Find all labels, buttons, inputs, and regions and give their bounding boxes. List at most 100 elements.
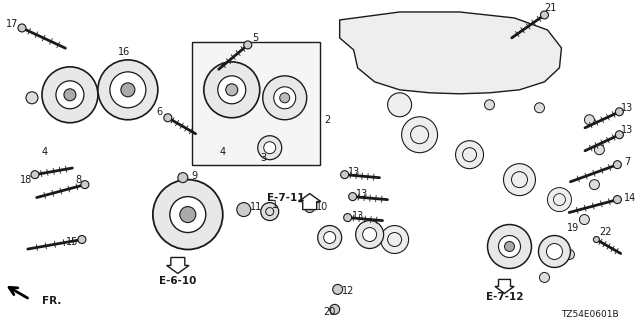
- Circle shape: [178, 173, 188, 183]
- Text: 13: 13: [348, 167, 360, 177]
- Circle shape: [534, 103, 545, 113]
- Circle shape: [263, 76, 307, 120]
- Circle shape: [484, 100, 495, 110]
- Circle shape: [381, 226, 408, 253]
- Polygon shape: [166, 258, 189, 274]
- Polygon shape: [495, 279, 514, 293]
- Circle shape: [595, 145, 604, 155]
- Text: 12: 12: [342, 286, 354, 296]
- Text: 7: 7: [625, 157, 630, 167]
- Circle shape: [258, 136, 282, 160]
- Circle shape: [81, 180, 89, 188]
- Polygon shape: [315, 8, 621, 312]
- Bar: [112, 175, 240, 258]
- Circle shape: [237, 203, 251, 217]
- Circle shape: [317, 226, 342, 250]
- Text: 15: 15: [65, 236, 78, 246]
- Circle shape: [488, 225, 531, 268]
- Circle shape: [260, 203, 279, 220]
- Circle shape: [264, 142, 276, 154]
- Circle shape: [98, 60, 158, 120]
- Text: 4: 4: [220, 147, 226, 157]
- Circle shape: [504, 242, 515, 252]
- Text: 14: 14: [625, 193, 637, 203]
- Polygon shape: [298, 194, 321, 210]
- Text: 11: 11: [250, 202, 262, 212]
- Circle shape: [64, 89, 76, 101]
- Text: 3: 3: [260, 153, 267, 163]
- Circle shape: [540, 11, 548, 19]
- Circle shape: [218, 76, 246, 104]
- Text: E-7-11: E-7-11: [268, 193, 305, 203]
- Text: 13: 13: [621, 125, 634, 135]
- Circle shape: [305, 203, 315, 212]
- Circle shape: [333, 284, 342, 294]
- Circle shape: [344, 213, 351, 221]
- Bar: [470, 204, 600, 279]
- Circle shape: [153, 180, 223, 250]
- Circle shape: [616, 131, 623, 139]
- Circle shape: [613, 196, 621, 204]
- Circle shape: [274, 87, 296, 109]
- Circle shape: [324, 232, 335, 244]
- Text: 10: 10: [316, 202, 328, 212]
- Text: 2: 2: [324, 115, 331, 125]
- Circle shape: [121, 83, 135, 97]
- Circle shape: [589, 180, 600, 190]
- Circle shape: [616, 108, 623, 116]
- Circle shape: [110, 72, 146, 108]
- Circle shape: [613, 161, 621, 169]
- Bar: [192, 42, 320, 165]
- Bar: [294, 207, 395, 254]
- Text: 13: 13: [356, 188, 368, 199]
- Circle shape: [31, 171, 39, 179]
- Circle shape: [56, 81, 84, 109]
- Circle shape: [26, 92, 38, 104]
- Circle shape: [78, 236, 86, 244]
- Circle shape: [204, 62, 260, 118]
- Text: 20: 20: [323, 308, 336, 317]
- Circle shape: [564, 250, 575, 260]
- Text: 17: 17: [6, 19, 18, 29]
- Circle shape: [547, 244, 563, 260]
- Circle shape: [340, 171, 349, 179]
- Circle shape: [456, 141, 484, 169]
- Circle shape: [244, 41, 252, 49]
- Text: 19: 19: [568, 222, 580, 233]
- Circle shape: [540, 272, 550, 283]
- Text: 13: 13: [351, 211, 364, 220]
- Circle shape: [170, 196, 206, 233]
- Circle shape: [499, 236, 520, 258]
- Circle shape: [402, 117, 438, 153]
- Polygon shape: [340, 12, 561, 94]
- Text: 1: 1: [272, 200, 278, 210]
- Text: 22: 22: [600, 227, 612, 236]
- Bar: [22, 48, 160, 168]
- Circle shape: [356, 220, 383, 249]
- Circle shape: [547, 188, 572, 212]
- Text: E-6-10: E-6-10: [159, 276, 196, 286]
- Circle shape: [593, 236, 600, 243]
- Circle shape: [42, 67, 98, 123]
- Text: 21: 21: [545, 3, 557, 13]
- Circle shape: [538, 236, 570, 268]
- Text: 16: 16: [118, 47, 130, 57]
- Text: E-7-12: E-7-12: [486, 292, 524, 302]
- Circle shape: [18, 24, 26, 32]
- Text: 4: 4: [42, 147, 48, 157]
- Text: 5: 5: [252, 33, 258, 43]
- Circle shape: [349, 193, 356, 201]
- Circle shape: [579, 215, 589, 225]
- Circle shape: [388, 93, 412, 117]
- Text: 8: 8: [76, 175, 82, 185]
- Circle shape: [280, 93, 290, 103]
- Circle shape: [504, 164, 536, 196]
- Circle shape: [363, 228, 376, 242]
- Circle shape: [180, 207, 196, 222]
- Circle shape: [164, 114, 172, 122]
- Text: TZ54E0601B: TZ54E0601B: [561, 310, 618, 319]
- Text: 13: 13: [621, 103, 634, 113]
- Circle shape: [584, 115, 595, 125]
- Text: FR.: FR.: [42, 296, 61, 306]
- Text: 18: 18: [20, 175, 32, 185]
